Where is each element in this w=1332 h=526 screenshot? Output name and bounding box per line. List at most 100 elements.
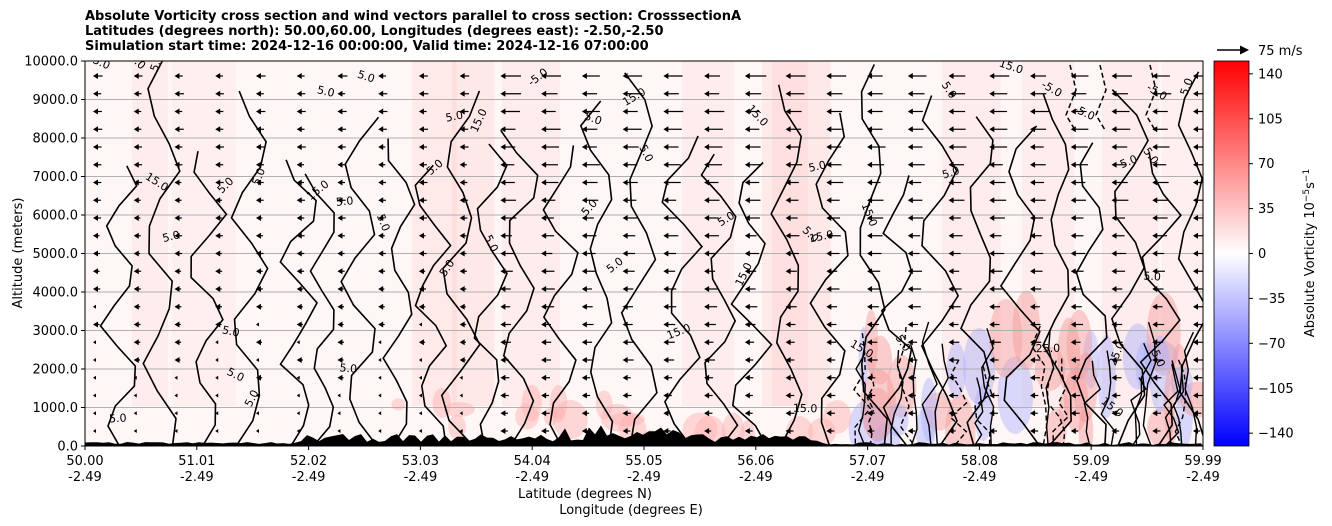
wind-vector-head bbox=[785, 73, 791, 79]
field-blob bbox=[924, 392, 954, 431]
wind-vector-head bbox=[867, 303, 873, 310]
wind-vector-head bbox=[663, 179, 669, 186]
wind-vector-head bbox=[785, 374, 791, 381]
x-tick-label-latitude: 57.07 bbox=[849, 454, 886, 469]
wind-vector-head bbox=[663, 126, 669, 133]
contour-line-negative bbox=[1145, 64, 1157, 131]
field-blob bbox=[600, 403, 634, 432]
wind-vector-head bbox=[704, 126, 710, 133]
wind-vector-head bbox=[704, 90, 710, 97]
wind-vector-head bbox=[133, 108, 139, 115]
wind-vector-head bbox=[378, 232, 384, 239]
x-tick-label-longitude: -2.49 bbox=[404, 470, 438, 485]
wind-vector bbox=[337, 429, 341, 433]
wind-vector-head bbox=[337, 250, 343, 257]
wind-vector bbox=[418, 393, 422, 398]
wind-vector-head bbox=[622, 268, 628, 275]
contour-line bbox=[934, 343, 949, 446]
wind-vector-head bbox=[704, 268, 710, 275]
wind-vector-head bbox=[1193, 197, 1198, 204]
wind-vector-head bbox=[948, 197, 954, 204]
chart-title: Absolute Vorticity cross section and win… bbox=[85, 9, 741, 54]
wind-vector-head bbox=[907, 303, 913, 310]
wind-vector-head bbox=[255, 374, 261, 381]
wind-vector-head bbox=[1111, 179, 1117, 186]
wind-vector-head bbox=[581, 339, 587, 346]
wind-vector-head bbox=[500, 410, 506, 417]
contour-line bbox=[999, 125, 1041, 446]
field-streak bbox=[942, 61, 1001, 406]
contour-label: 5.0 bbox=[1118, 152, 1139, 171]
wind-vector-head bbox=[541, 73, 547, 79]
wind-vector-head bbox=[418, 268, 424, 275]
wind-vector-head bbox=[1111, 144, 1117, 150]
wind-vector-head bbox=[1030, 339, 1036, 346]
wind-vector-head bbox=[500, 126, 506, 133]
wind-vector-head bbox=[459, 232, 465, 239]
wind-vector-head bbox=[418, 215, 424, 221]
wind-vector-head bbox=[622, 73, 628, 79]
wind-vector-head bbox=[296, 268, 302, 275]
wind-vector-head bbox=[337, 357, 343, 363]
wind-vector-head bbox=[1030, 268, 1036, 275]
wind-vector-head bbox=[1111, 90, 1117, 97]
contour-line bbox=[859, 64, 888, 446]
wind-vector-head bbox=[541, 392, 547, 399]
wind-vector-head bbox=[744, 73, 750, 79]
wind-vector-head bbox=[867, 179, 873, 186]
y-tick-label: 7000.0 bbox=[33, 170, 79, 185]
field-blob bbox=[997, 356, 1034, 434]
contour-line bbox=[866, 373, 875, 446]
wind-vector-head bbox=[704, 161, 710, 168]
wind-vector bbox=[296, 429, 300, 433]
contour-line bbox=[1174, 359, 1187, 446]
wind-vector-head bbox=[541, 179, 547, 186]
contour-line bbox=[142, 61, 181, 446]
wind-vector-head bbox=[989, 303, 995, 310]
wind-vector-head bbox=[704, 108, 710, 115]
wind-vector-head bbox=[826, 126, 832, 133]
wind-vector-head bbox=[704, 392, 710, 399]
wind-vector-head bbox=[826, 144, 832, 150]
wind-vector bbox=[378, 393, 382, 398]
wind-vector-head bbox=[622, 197, 628, 204]
wind-vector-head bbox=[1111, 108, 1117, 115]
wind-vector-head bbox=[174, 90, 180, 97]
wind-vector-head bbox=[785, 197, 791, 204]
wind-vector-head bbox=[622, 108, 628, 115]
wind-vector-head bbox=[704, 197, 710, 204]
wind-vector-head bbox=[744, 303, 750, 310]
field-blob bbox=[1046, 408, 1067, 446]
wind-vector-head bbox=[785, 108, 791, 115]
wind-vector bbox=[418, 411, 422, 416]
wind-vector-head bbox=[541, 268, 547, 275]
wind-vector-head bbox=[744, 357, 750, 363]
wind-vector-head bbox=[1193, 215, 1198, 221]
wind-vector bbox=[459, 411, 463, 416]
wind-vector-head bbox=[989, 73, 995, 79]
wind-vector-head bbox=[1152, 410, 1158, 417]
field-blob bbox=[1097, 334, 1116, 419]
wind-vector bbox=[93, 375, 96, 380]
x-tick-label-latitude: 53.03 bbox=[402, 454, 439, 469]
wind-vector-head bbox=[174, 179, 180, 186]
contour-label: 5.0 bbox=[339, 361, 358, 375]
field-blob bbox=[867, 335, 893, 385]
wind-vector-head bbox=[744, 161, 750, 168]
wind-vector bbox=[296, 375, 300, 380]
wind-vector-head bbox=[704, 410, 710, 417]
wind-vector bbox=[459, 393, 463, 398]
wind-vector-head bbox=[215, 232, 221, 239]
field-blob bbox=[1142, 340, 1178, 372]
wind-vector-head bbox=[133, 250, 139, 257]
wind-vector-head bbox=[907, 90, 913, 97]
wind-vector-head bbox=[1152, 73, 1158, 79]
wind-vector-head bbox=[622, 232, 628, 239]
wind-vector-head bbox=[255, 286, 261, 292]
wind-vector-head bbox=[907, 321, 913, 328]
wind-vector-head bbox=[826, 428, 832, 434]
wind-vector-head bbox=[500, 197, 506, 204]
wind-vector-head bbox=[1193, 268, 1198, 275]
x-tick-label-longitude: -2.49 bbox=[627, 470, 661, 485]
wind-vector-head bbox=[663, 90, 669, 97]
